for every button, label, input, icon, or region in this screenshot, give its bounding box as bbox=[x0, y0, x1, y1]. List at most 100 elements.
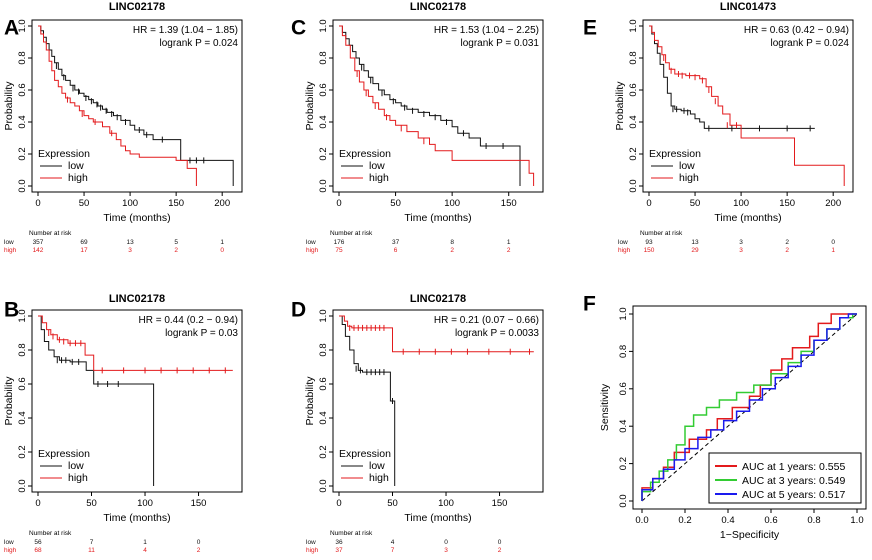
risk-count-low: 2 bbox=[785, 239, 789, 246]
y-tick-label: 0.2 bbox=[318, 445, 329, 458]
risk-count-low: 176 bbox=[334, 239, 345, 246]
y-tick-label: 0.6 bbox=[17, 377, 28, 390]
series-line-auc-at-5-years-0-517 bbox=[641, 313, 857, 501]
risk-count-high: 11 bbox=[88, 547, 95, 554]
legend-title: Expression bbox=[339, 448, 391, 460]
logrank-annotation: logrank P = 0.024 bbox=[771, 38, 850, 49]
risk-table-header: Number at risk bbox=[29, 530, 72, 537]
series-line-high bbox=[339, 25, 535, 186]
risk-count-low: 56 bbox=[34, 539, 42, 546]
panel-label: D bbox=[291, 298, 306, 321]
plot-frame bbox=[31, 309, 243, 493]
x-tick-label: 100 bbox=[438, 498, 454, 509]
x-tick-label: 100 bbox=[444, 198, 460, 209]
y-tick-label: 0.2 bbox=[17, 445, 28, 458]
y-tick-label: 0.8 bbox=[628, 51, 639, 64]
plot-frame bbox=[332, 309, 544, 493]
risk-count-low: 4 bbox=[391, 539, 395, 546]
legend-label-low: low bbox=[369, 160, 385, 172]
series-line-high bbox=[38, 315, 233, 371]
hr-annotation: HR = 0.63 (0.42 − 0.94) bbox=[744, 25, 849, 36]
risk-count-high: 2 bbox=[450, 247, 454, 254]
x-tick-label: 150 bbox=[191, 498, 207, 509]
hr-annotation: HR = 0.44 (0.2 − 0.94) bbox=[138, 315, 238, 326]
risk-row-label-low: low bbox=[618, 239, 628, 246]
legend-title: Expression bbox=[38, 448, 90, 460]
legend-label-low: low bbox=[679, 160, 695, 172]
risk-count-low: 1 bbox=[220, 239, 224, 246]
series-line-high bbox=[339, 315, 534, 353]
y-axis-label: Sensitivity bbox=[599, 383, 611, 431]
legend-label-high: high bbox=[68, 472, 88, 484]
risk-count-high: 6 bbox=[394, 247, 398, 254]
legend-title: Expression bbox=[339, 148, 391, 160]
y-tick-label: 0.4 bbox=[618, 420, 629, 433]
risk-row-label-low: low bbox=[306, 539, 316, 546]
y-tick-label: 0.4 bbox=[628, 115, 639, 128]
risk-row-label-low: low bbox=[306, 239, 316, 246]
y-tick-label: 0.8 bbox=[318, 51, 329, 64]
axis-ticks: 0 50 100 150 0.0 0.2 0.4 0.6 0.8 1.0 bbox=[17, 309, 206, 509]
chart-title: LINC02178 bbox=[109, 1, 165, 13]
axis-ticks: 0 50 100 150 0.0 0.2 0.4 0.6 0.8 1.0 bbox=[318, 309, 507, 509]
x-tick-label: 0 bbox=[646, 198, 651, 209]
risk-count-high: 2 bbox=[498, 547, 502, 554]
legend-label-high: high bbox=[68, 172, 88, 184]
x-tick-label: 0.2 bbox=[678, 515, 691, 526]
y-tick-label: 0.0 bbox=[17, 179, 28, 192]
risk-count-high: 17 bbox=[80, 247, 88, 254]
y-axis-label: Probability bbox=[304, 81, 316, 131]
logrank-annotation: logrank P = 0.0033 bbox=[455, 328, 539, 339]
logrank-annotation: logrank P = 0.03 bbox=[165, 328, 238, 339]
chart-title: LINC02178 bbox=[410, 1, 466, 13]
y-tick-label: 0.4 bbox=[17, 115, 28, 128]
axis-ticks: 0 50 100 150 0.0 0.2 0.4 0.6 0.8 1.0 bbox=[318, 19, 517, 209]
y-tick-label: 0.8 bbox=[318, 343, 329, 356]
risk-count-low: 0 bbox=[197, 539, 201, 546]
roc-legend-label: AUC at 1 years: 0.555 bbox=[742, 461, 845, 473]
y-tick-label: 0.6 bbox=[17, 83, 28, 96]
risk-count-low: 37 bbox=[392, 239, 400, 246]
y-tick-label: 0.2 bbox=[618, 457, 629, 470]
logrank-annotation: logrank P = 0.031 bbox=[461, 38, 540, 49]
y-tick-label: 0.0 bbox=[318, 479, 329, 492]
risk-count-high: 37 bbox=[335, 547, 343, 554]
risk-count-low: 1 bbox=[507, 239, 511, 246]
x-tick-label: 0 bbox=[35, 198, 40, 209]
series-line-low bbox=[38, 315, 155, 486]
risk-count-high: 2 bbox=[507, 247, 511, 254]
risk-count-low: 5 bbox=[174, 239, 178, 246]
x-tick-label: 1.0 bbox=[850, 515, 863, 526]
logrank-annotation: logrank P = 0.024 bbox=[160, 38, 239, 49]
risk-count-high: 0 bbox=[220, 247, 224, 254]
y-axis-label: Probability bbox=[614, 81, 626, 131]
y-tick-label: 0.0 bbox=[318, 179, 329, 192]
x-tick-label: 50 bbox=[387, 498, 398, 509]
risk-count-low: 13 bbox=[126, 239, 134, 246]
risk-table-header: Number at risk bbox=[330, 230, 373, 237]
x-axis-label: Time (months) bbox=[404, 512, 471, 524]
y-axis-label: Probability bbox=[304, 376, 316, 426]
legend-label-low: low bbox=[369, 460, 385, 472]
risk-count-high: 3 bbox=[739, 247, 743, 254]
panel-label: A bbox=[4, 16, 19, 39]
x-tick-label: 150 bbox=[501, 198, 517, 209]
series-line-low bbox=[339, 315, 396, 486]
y-tick-label: 0.4 bbox=[17, 411, 28, 424]
x-axis-label: Time (months) bbox=[103, 212, 170, 224]
y-tick-label: 0.4 bbox=[318, 411, 329, 424]
panel-f: F 0.0 0.2 0.4 0.6 0.8 1.0 0.0 0.2 0.4 0.6 0.8 1.0 1−S… bbox=[583, 292, 867, 541]
y-tick-label: 0.6 bbox=[318, 377, 329, 390]
x-tick-label: 100 bbox=[733, 198, 749, 209]
risk-count-low: 0 bbox=[498, 539, 502, 546]
legend-label-high: high bbox=[369, 172, 389, 184]
x-tick-label: 200 bbox=[825, 198, 841, 209]
risk-count-high: 2 bbox=[197, 547, 201, 554]
x-tick-label: 0.8 bbox=[807, 515, 820, 526]
chart-title: LINC02178 bbox=[410, 293, 466, 305]
panel-e: E LINC01473 0 50 100 150 200 0.0 0.2 0.4 0.6 0.8 1.0… bbox=[583, 1, 854, 254]
risk-count-high: 2 bbox=[174, 247, 178, 254]
x-tick-label: 0 bbox=[336, 198, 341, 209]
